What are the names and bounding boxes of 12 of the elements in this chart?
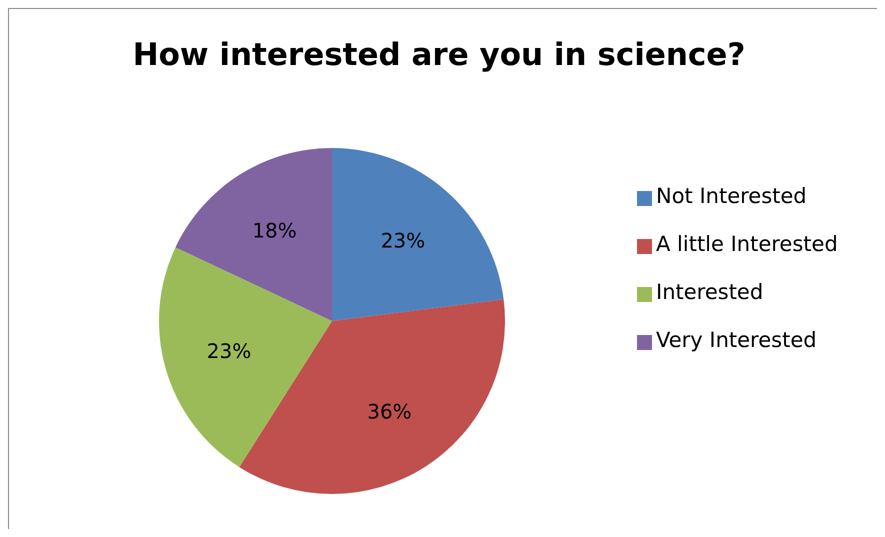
data-label: 23% (206, 338, 252, 363)
data-label: 18% (252, 218, 297, 242)
legend-label: Very Interested (656, 328, 817, 352)
data-label: 23% (380, 228, 426, 253)
pie-slice (175, 148, 332, 321)
legend-label: A little Interested (656, 232, 838, 256)
chart-title: How interested are you in science? (132, 37, 746, 73)
pie-slice (159, 247, 332, 468)
data-label: 36% (367, 400, 412, 424)
pie-slice (332, 148, 504, 321)
legend-label: Not Interested (656, 184, 807, 208)
legend-label: Interested (656, 280, 764, 304)
